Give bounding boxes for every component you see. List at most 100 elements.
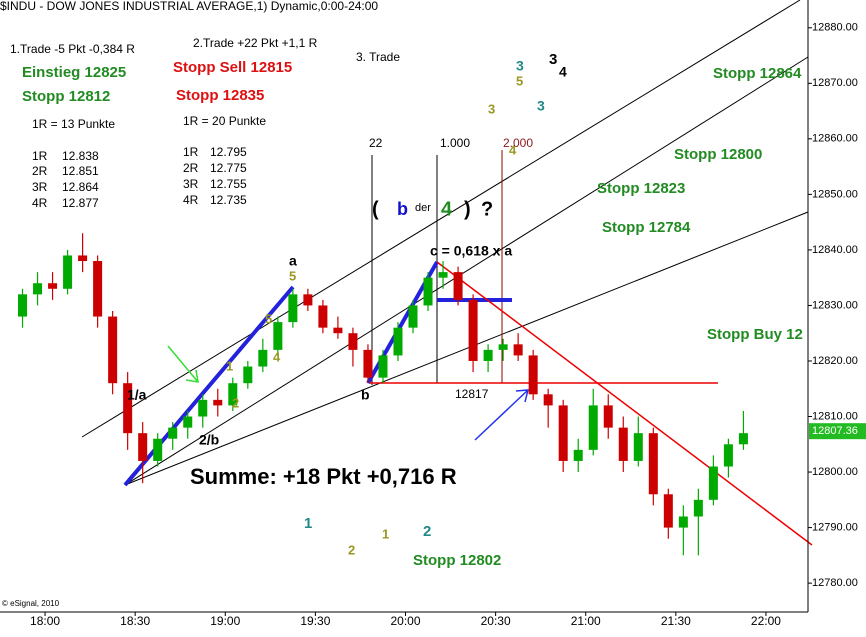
annotation: 4 (441, 198, 453, 220)
candle-body (498, 344, 508, 350)
annotation: Stopp 12784 (602, 219, 691, 236)
annotation: 3 (537, 98, 545, 114)
candle-body (273, 322, 283, 350)
annotation: Stopp 12823 (597, 180, 685, 197)
x-tick-label: 18:00 (30, 614, 60, 628)
y-tick-label: 12820.00 (812, 355, 858, 367)
annotation: Stopp 12802 (413, 552, 501, 569)
annotation: Einstieg 12825 (22, 64, 126, 81)
annotation: 1 (226, 358, 233, 373)
drawings (81, 0, 813, 546)
annotation: 1.000 (440, 136, 470, 150)
annotation: 1 (382, 526, 389, 541)
annotation: Stopp 12800 (674, 146, 762, 163)
annotation: 2 (232, 395, 239, 410)
annotation: 12.877 (62, 196, 99, 210)
annotation: ? (481, 198, 493, 220)
annotation: a (289, 253, 297, 269)
annotation: 4R (183, 193, 199, 207)
annotation: 2.000 (503, 136, 533, 150)
annotation: 1/a (127, 387, 147, 403)
annotation: 4 (273, 349, 281, 364)
candle-body (633, 433, 643, 461)
candle-body (18, 294, 28, 317)
candle-body (333, 327, 343, 334)
annotation: ) (464, 198, 471, 220)
last-price-box (809, 423, 866, 440)
annotation: 3R (32, 180, 48, 194)
annotation: 3 (488, 101, 495, 116)
chart-title: $INDU - DOW JONES INDUSTRIAL AVERAGE,1) … (0, 0, 378, 13)
y-tick-label: 12870.00 (812, 77, 858, 89)
candle-body (468, 299, 478, 361)
annotation: 1R (183, 145, 199, 159)
annotation: 4 (509, 142, 517, 157)
candle-body (138, 433, 148, 461)
annotation: 3 (516, 58, 524, 74)
annotation: b (361, 387, 370, 403)
candle-body (573, 449, 583, 461)
x-tick-label: 21:30 (661, 614, 691, 628)
x-tick-label: 20:00 (390, 614, 420, 628)
candle-body (213, 399, 223, 406)
candle-body (288, 294, 298, 323)
candle-body (408, 305, 418, 328)
annotations: 1.Trade -5 Pkt -0,384 R Einstieg 12825 Sto… (2, 36, 803, 608)
y-tick-label: 12780.00 (812, 577, 858, 589)
annotation: 1.Trade -5 Pkt -0,384 R (10, 42, 135, 56)
y-tick-label: 12790.00 (812, 521, 858, 533)
annotation: 12.838 (62, 149, 99, 163)
last-price-label: 12807.36 (812, 425, 858, 437)
candle-body (678, 516, 688, 528)
candle-body (483, 349, 493, 361)
candle-body (303, 294, 313, 306)
annotation: 5 (289, 268, 296, 283)
x-tick-label: 19:30 (300, 614, 330, 628)
candle-body (588, 405, 598, 450)
y-tick-label: 12880.00 (812, 22, 858, 34)
annotation: 2.Trade +22 Pkt +1,1 R (193, 36, 318, 50)
annotation: 12.735 (210, 193, 247, 207)
candle-body (183, 416, 193, 428)
annotation: 12.775 (210, 161, 247, 175)
candle-body (453, 272, 463, 300)
annotation: 5 (265, 311, 272, 326)
annotation: 4 (559, 64, 567, 80)
candle-body (543, 394, 553, 406)
trend-line (436, 261, 813, 546)
annotation: 5 (516, 73, 523, 88)
annotation: 2R (183, 161, 199, 175)
candle-body (63, 255, 73, 289)
channel-line (124, 56, 809, 486)
candle-body (603, 405, 613, 428)
candle-body (318, 305, 328, 328)
candle-body (363, 349, 373, 378)
candle-body (48, 283, 58, 289)
channel-line (81, 0, 801, 438)
candle-body (618, 427, 628, 461)
candle-body (168, 427, 178, 439)
annotation: 12817 (455, 387, 489, 401)
candle-body (93, 261, 103, 317)
candle-body (648, 433, 658, 495)
candle-body (123, 383, 133, 434)
y-tick-label: 12800.00 (812, 466, 858, 478)
annotation: 3 (549, 51, 557, 68)
annotation: Stopp Sell 12815 (173, 59, 292, 76)
y-tick-label: 12850.00 (812, 188, 858, 200)
candle-body (228, 383, 238, 406)
candle-body (693, 499, 703, 517)
annotation: 3. Trade (356, 50, 400, 64)
candle-body (528, 355, 538, 395)
x-tick-label: 18:30 (120, 614, 150, 628)
candle-body (738, 433, 748, 445)
y-tick-label: 12830.00 (812, 299, 858, 311)
candle-body (723, 444, 733, 467)
annotation: 1R = 13 Punkte (32, 117, 115, 131)
candle-body (243, 366, 253, 384)
x-tick-label: 21:00 (571, 614, 601, 628)
annotation: Stopp Buy 12 (707, 326, 803, 343)
candle-body (663, 494, 673, 528)
candle-body (438, 272, 448, 278)
